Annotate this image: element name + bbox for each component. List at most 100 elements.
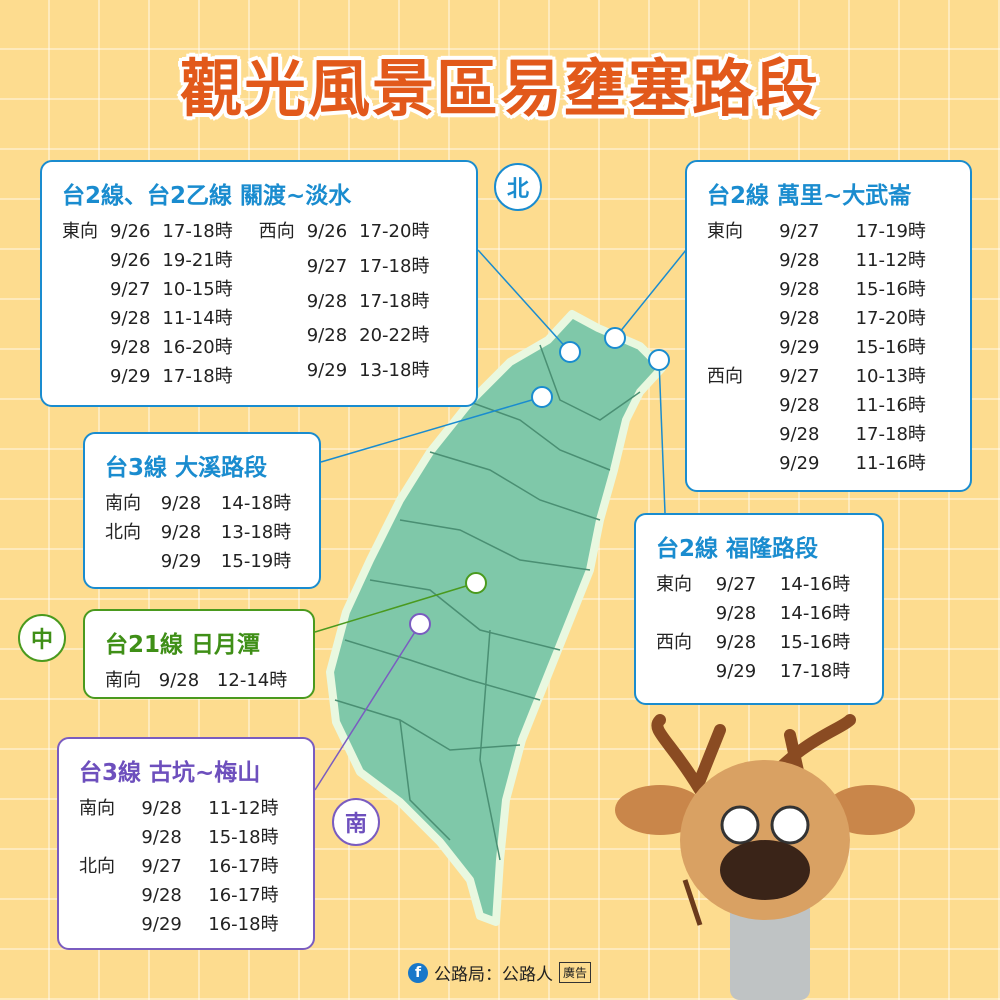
schedule: 南向 9/28 12-14時 bbox=[105, 669, 293, 693]
schedule-date: 9/27 bbox=[779, 221, 820, 242]
schedule-time: 13-18時 bbox=[220, 522, 292, 543]
schedule-dir: 東向 bbox=[707, 221, 743, 242]
schedule-date: 9/29 bbox=[141, 914, 182, 935]
route-card-danshui: 台2線、台2乙線 關渡~淡水 東向 9/26 17-18時 9/26 19-21時 9/2… bbox=[40, 160, 478, 407]
route-card-sunmoonlake: 台21線 日月潭 南向 9/28 12-14時 bbox=[83, 609, 315, 699]
marker-daxi bbox=[531, 386, 553, 408]
schedule-dir: 西向 bbox=[707, 366, 743, 387]
schedule-time: 14-16時 bbox=[779, 603, 851, 624]
schedule-time: 16-18時 bbox=[208, 914, 279, 935]
schedule-dir: 南向 bbox=[79, 798, 115, 819]
route-title: 台2線、台2乙線 關渡~淡水 bbox=[62, 183, 352, 209]
schedule-dir bbox=[707, 452, 767, 476]
schedule-time: 19-21時 bbox=[162, 250, 233, 271]
leader-lines bbox=[314, 249, 687, 791]
schedule-date: 9/28 bbox=[110, 337, 151, 358]
schedule-dir bbox=[656, 660, 704, 684]
schedule-dir: 西向 bbox=[258, 221, 295, 242]
schedule-dir bbox=[707, 307, 767, 331]
schedule-date: 9/28 bbox=[306, 325, 348, 347]
west-schedule: 西向 9/26 17-20時 9/27 17-18時 9/28 17-18時 9/28 20-2… bbox=[259, 220, 430, 389]
schedule-time: 11-14時 bbox=[162, 308, 233, 329]
footer: f 公路局：公路人 廣告 bbox=[408, 960, 592, 985]
schedule-time: 13-18時 bbox=[359, 360, 430, 382]
schedule-dir bbox=[62, 278, 98, 302]
schedule-dir: 東向 bbox=[62, 221, 98, 242]
schedule-date: 9/28 bbox=[141, 798, 182, 819]
schedule-time: 11-16時 bbox=[855, 395, 926, 416]
schedule-dir: 西向 bbox=[656, 632, 692, 653]
schedule-time: 15-19時 bbox=[220, 551, 292, 572]
schedule-dir bbox=[707, 249, 767, 273]
schedule-time: 15-16時 bbox=[855, 279, 926, 300]
route-card-gukeng: 台3線 古坑~梅山 南向 9/28 11-12時 9/28 15-18時北向 9/27 16… bbox=[57, 737, 315, 950]
schedule-dir bbox=[62, 365, 98, 389]
schedule-dir: 東向 bbox=[656, 574, 692, 595]
schedule-date: 9/28 bbox=[779, 279, 820, 300]
facebook-icon[interactable]: f bbox=[408, 962, 428, 983]
schedule-time: 16-20時 bbox=[162, 337, 233, 358]
schedule-time: 17-18時 bbox=[359, 255, 430, 277]
schedule-dir: 北向 bbox=[105, 522, 141, 543]
schedule-dir bbox=[79, 884, 129, 908]
schedule-date: 9/28 bbox=[715, 632, 757, 653]
schedule-time: 11-16時 bbox=[855, 453, 926, 474]
schedule: 東向 9/27 14-16時 9/28 14-16時 西向 9/28 15-16時 9/29 17… bbox=[656, 573, 862, 684]
schedule: 南向 9/28 11-12時 9/28 15-18時北向 9/27 16-17時 9/28 16… bbox=[79, 797, 293, 937]
source-label: 公路局：公路人 bbox=[434, 965, 553, 985]
location-markers bbox=[409, 327, 670, 635]
route-title: 台2線 萬里~大武崙 bbox=[707, 183, 912, 209]
schedule-time: 15-18時 bbox=[208, 827, 279, 848]
schedule-dir bbox=[707, 394, 767, 418]
south-badge: 南 bbox=[332, 798, 380, 846]
schedule-dir bbox=[259, 255, 295, 285]
schedule-dir bbox=[707, 423, 767, 447]
schedule-date: 9/26 bbox=[306, 221, 348, 242]
schedule-date: 9/29 bbox=[306, 360, 348, 382]
north-badge: 北 bbox=[494, 163, 542, 211]
schedule-date: 9/29 bbox=[110, 366, 151, 387]
schedule-dir bbox=[259, 290, 295, 320]
schedule-date: 9/28 bbox=[160, 493, 202, 514]
schedule-date: 9/26 bbox=[110, 250, 151, 271]
schedule-dir: 南向 bbox=[105, 493, 141, 514]
schedule-time: 17-20時 bbox=[359, 221, 430, 242]
schedule-date: 9/28 bbox=[306, 290, 348, 312]
deer-mascot bbox=[615, 714, 915, 1000]
schedule-dir bbox=[105, 550, 149, 574]
marker-sunmoonlake bbox=[465, 572, 487, 594]
schedule-date: 9/28 bbox=[110, 308, 151, 329]
schedule-time: 15-16時 bbox=[855, 337, 926, 358]
route-card-wanli: 台2線 萬里~大武崙 東向 9/27 17-19時 9/28 11-12時 9/28 15-… bbox=[685, 160, 972, 492]
schedule-date: 9/28 bbox=[160, 522, 202, 543]
ad-tag: 廣告 bbox=[559, 962, 592, 983]
schedule-dir bbox=[79, 826, 129, 850]
schedule-time: 17-18時 bbox=[162, 221, 233, 242]
marker-danshui bbox=[559, 341, 581, 363]
schedule-date: 9/28 bbox=[779, 250, 820, 271]
route-title: 台21線 日月潭 bbox=[105, 632, 261, 658]
schedule-time: 17-18時 bbox=[779, 661, 851, 682]
schedule-dir bbox=[707, 278, 767, 302]
schedule-date: 9/28 bbox=[141, 827, 182, 848]
schedule-date: 9/28 bbox=[141, 885, 182, 906]
schedule: 南向 9/28 14-18時 北向 9/28 13-18時 9/29 15-19時 bbox=[105, 492, 299, 574]
schedule-time: 12-14時 bbox=[216, 670, 288, 691]
schedule-date: 9/27 bbox=[306, 255, 348, 277]
schedule-time: 17-19時 bbox=[855, 221, 926, 242]
route-title: 台3線 古坑~梅山 bbox=[79, 760, 261, 786]
schedule-date: 9/28 bbox=[779, 308, 820, 329]
schedule-date: 9/28 bbox=[158, 670, 200, 691]
route-title: 台2線 福隆路段 bbox=[656, 536, 819, 562]
schedule-dir bbox=[259, 359, 295, 389]
schedule-dir: 北向 bbox=[79, 856, 115, 877]
schedule-date: 9/27 bbox=[779, 366, 820, 387]
schedule-date: 9/29 bbox=[715, 661, 757, 682]
schedule-time: 11-12時 bbox=[208, 798, 279, 819]
marker-gukeng bbox=[409, 613, 431, 635]
schedule-date: 9/28 bbox=[715, 603, 757, 624]
schedule-date: 9/27 bbox=[141, 856, 182, 877]
schedule-date: 9/27 bbox=[110, 279, 151, 300]
schedule-time: 16-17時 bbox=[208, 856, 279, 877]
